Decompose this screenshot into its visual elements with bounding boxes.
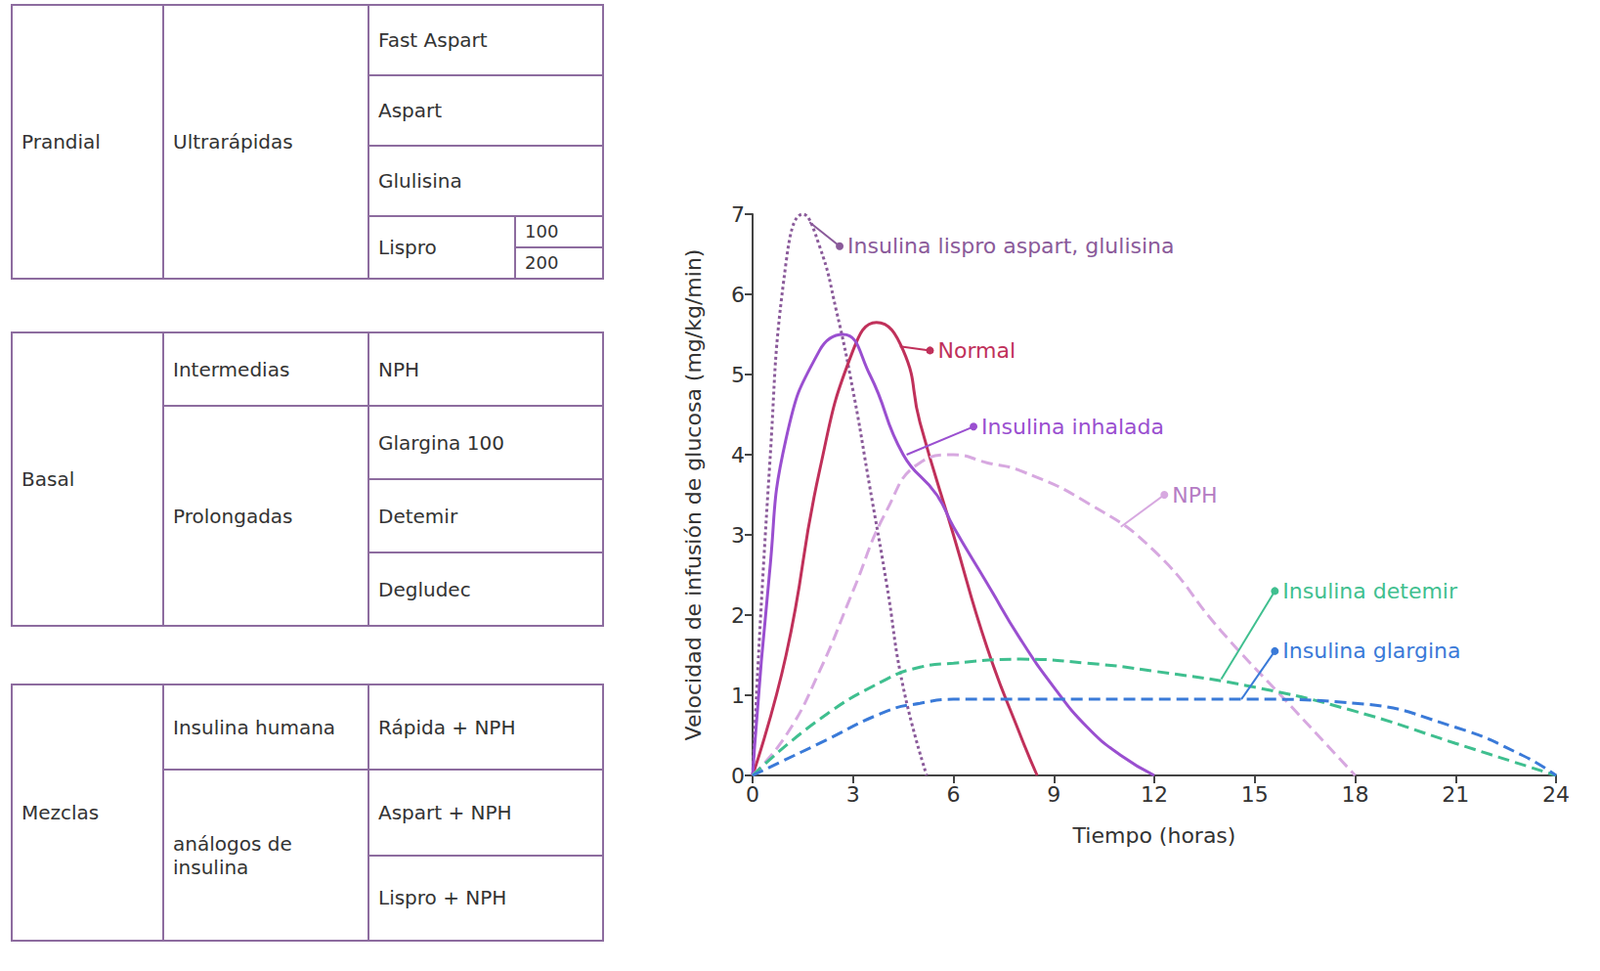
html-text:Glulisina: Glulisina <box>378 169 463 193</box>
html-text:Aspart: Aspart <box>378 98 442 123</box>
html-text:Lispro + NPH: Lispro + NPH <box>378 885 507 910</box>
html-text:Lispro: Lispro <box>378 235 437 260</box>
html-text:Detemir: Detemir <box>378 503 458 528</box>
svg-text:5: 5 <box>731 362 745 388</box>
html-text:Fast Aspart: Fast Aspart <box>378 28 488 52</box>
svg-text:Insulina detemir: Insulina detemir <box>1282 578 1459 604</box>
svg-text:Insulina lispro aspart, glulis: Insulina lispro aspart, glulisina <box>847 233 1174 259</box>
html-text:Rápida + NPH: Rápida + NPH <box>378 715 516 739</box>
svg-text:4: 4 <box>731 442 745 468</box>
html-text:Degludec: Degludec <box>378 577 471 601</box>
svg-text:0: 0 <box>745 781 760 807</box>
svg-text:Insulina inhalada: Insulina inhalada <box>981 414 1165 439</box>
svg-text:15: 15 <box>1241 781 1269 807</box>
html-text:Glargina 100: Glargina 100 <box>378 430 505 455</box>
svg-text:Velocidad de infusión de gluco: Velocidad de infusión de glucosa (mg/kg/… <box>681 249 706 741</box>
svg-text:6: 6 <box>947 781 961 807</box>
svg-text:2: 2 <box>731 603 745 628</box>
html-text:Prolongadas: Prolongadas <box>172 503 293 528</box>
svg-text:3: 3 <box>846 781 861 807</box>
svg-text:Normal: Normal <box>938 338 1017 363</box>
html-text:Intermedias: Intermedias <box>172 357 290 381</box>
svg-text:3: 3 <box>731 522 745 548</box>
html-text:Ultrarápidas: Ultrarápidas <box>172 129 293 154</box>
html-text:Aspart + NPH: Aspart + NPH <box>378 800 512 824</box>
html-text:100: 100 <box>524 221 559 242</box>
svg-text:9: 9 <box>1046 781 1061 807</box>
html-text:Insulina humana: Insulina humana <box>172 715 336 739</box>
svg-text:18: 18 <box>1341 781 1370 807</box>
html-text:NPH: NPH <box>378 357 420 381</box>
svg-text:0: 0 <box>731 763 745 788</box>
html-text:Basal: Basal <box>21 467 75 491</box>
svg-text:21: 21 <box>1441 781 1470 807</box>
svg-text:1: 1 <box>731 683 745 708</box>
svg-text:24: 24 <box>1542 781 1570 807</box>
svg-text:Tiempo (horas): Tiempo (horas) <box>1072 822 1237 848</box>
html-text:análogos de insulina: análogos de insulina <box>172 831 292 879</box>
svg-text:7: 7 <box>731 202 745 227</box>
html-text:Mezclas: Mezclas <box>21 800 100 824</box>
svg-text:NPH: NPH <box>1171 482 1217 508</box>
svg-text:12: 12 <box>1140 781 1168 807</box>
svg-text:6: 6 <box>731 282 745 307</box>
html-text:200: 200 <box>524 252 559 273</box>
svg-text:Insulina glargina: Insulina glargina <box>1282 638 1461 663</box>
html-text:Prandial: Prandial <box>21 129 101 154</box>
